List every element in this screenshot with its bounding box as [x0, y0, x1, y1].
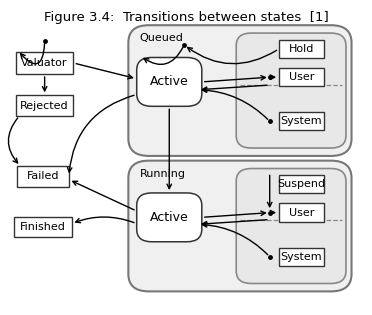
- Text: Rejected: Rejected: [20, 100, 69, 111]
- FancyBboxPatch shape: [128, 25, 352, 156]
- Text: Active: Active: [150, 211, 189, 224]
- Text: Finished: Finished: [20, 222, 66, 232]
- Bar: [279, 248, 324, 266]
- Text: Hold: Hold: [289, 44, 314, 54]
- Bar: [279, 175, 324, 193]
- Bar: [16, 95, 74, 116]
- Bar: [279, 40, 324, 58]
- Bar: [16, 52, 74, 74]
- Text: Suspend: Suspend: [277, 179, 326, 189]
- Text: Failed: Failed: [26, 171, 59, 181]
- Bar: [14, 217, 71, 237]
- Text: Running: Running: [140, 169, 186, 179]
- Text: User: User: [289, 72, 314, 82]
- Bar: [279, 203, 324, 222]
- Text: Figure 3.4:  Transitions between states  [1]: Figure 3.4: Transitions between states […: [44, 11, 328, 24]
- Text: User: User: [289, 208, 314, 218]
- Bar: [279, 68, 324, 86]
- Text: Queued: Queued: [140, 33, 183, 43]
- FancyBboxPatch shape: [236, 169, 346, 284]
- Text: System: System: [280, 252, 322, 262]
- FancyBboxPatch shape: [137, 193, 202, 242]
- Bar: [279, 112, 324, 130]
- FancyBboxPatch shape: [236, 33, 346, 148]
- FancyBboxPatch shape: [128, 161, 352, 291]
- Text: Valuator: Valuator: [22, 58, 68, 68]
- Bar: [17, 166, 69, 186]
- Text: System: System: [280, 116, 322, 126]
- FancyBboxPatch shape: [137, 57, 202, 106]
- Text: Active: Active: [150, 75, 189, 89]
